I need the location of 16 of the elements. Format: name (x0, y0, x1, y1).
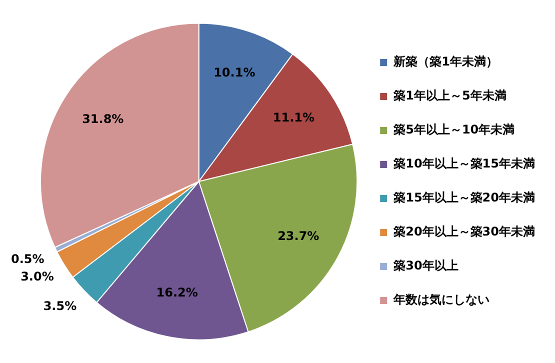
data-label: 31.8% (82, 112, 124, 126)
legend-label: 築5年以上～10年未満 (392, 122, 515, 137)
data-label: 3.5% (43, 299, 77, 314)
data-label: 10.1% (214, 65, 256, 80)
legend-label: 築20年以上～築30年未満 (392, 224, 536, 239)
data-label: 3.0% (20, 270, 54, 284)
data-label: 0.5% (10, 252, 44, 266)
legend-label: 築30年以上 (392, 258, 458, 273)
legend-label: 年数は気にしない (392, 292, 490, 307)
data-label: 11.1% (272, 110, 315, 125)
legend-label: 新築（築1年未満） (392, 54, 498, 69)
legend-label: 築1年以上～5年未満 (392, 88, 506, 103)
legend-label: 築10年以上～築15年未満 (392, 156, 536, 171)
data-label: 16.2% (156, 286, 198, 300)
legend-label: 築15年以上～築20年未満 (392, 190, 536, 205)
data-label: 23.7% (278, 229, 320, 244)
